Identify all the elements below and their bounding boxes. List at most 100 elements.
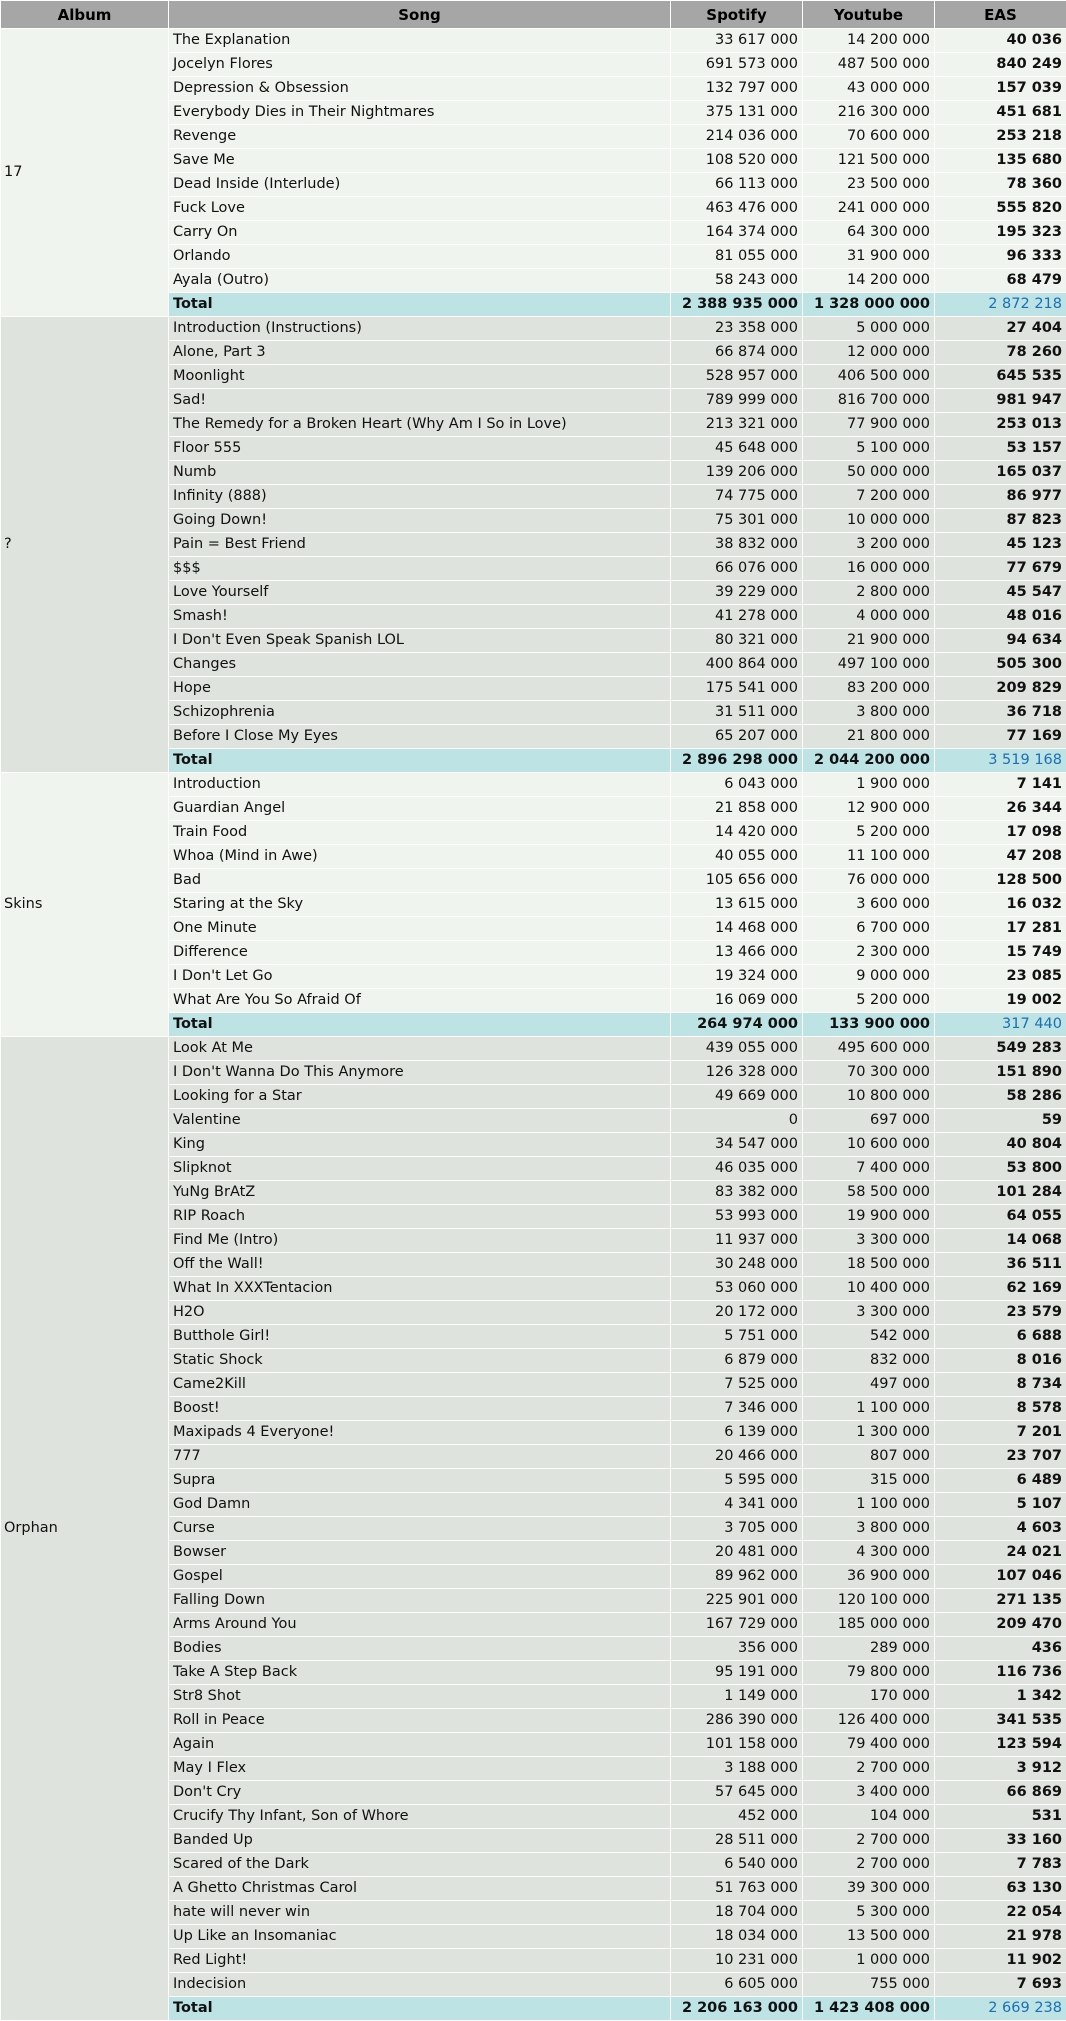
song-cell: Indecision: [169, 1973, 671, 1997]
youtube-cell: 18 500 000: [803, 1253, 935, 1277]
total-youtube-cell: 133 900 000: [803, 1013, 935, 1037]
header-youtube: Youtube: [803, 1, 935, 29]
song-cell: Maxipads 4 Everyone!: [169, 1421, 671, 1445]
eas-cell: 531: [935, 1805, 1066, 1829]
youtube-cell: 12 000 000: [803, 341, 935, 365]
eas-cell: 128 500: [935, 869, 1066, 893]
eas-cell: 59: [935, 1109, 1066, 1133]
total-eas-cell: 317 440: [935, 1013, 1066, 1037]
youtube-cell: 83 200 000: [803, 677, 935, 701]
eas-cell: 195 323: [935, 221, 1066, 245]
song-cell: Butthole Girl!: [169, 1325, 671, 1349]
spotify-cell: 89 962 000: [671, 1565, 803, 1589]
spotify-cell: 463 476 000: [671, 197, 803, 221]
spotify-cell: 286 390 000: [671, 1709, 803, 1733]
song-cell: Revenge: [169, 125, 671, 149]
spotify-cell: 691 573 000: [671, 53, 803, 77]
spotify-cell: 46 035 000: [671, 1157, 803, 1181]
eas-cell: 505 300: [935, 653, 1066, 677]
total-song-cell: Total: [169, 293, 671, 317]
song-cell: Find Me (Intro): [169, 1229, 671, 1253]
youtube-cell: 14 200 000: [803, 29, 935, 53]
youtube-cell: 2 700 000: [803, 1829, 935, 1853]
youtube-cell: 77 900 000: [803, 413, 935, 437]
header-album: Album: [1, 1, 169, 29]
song-cell: Numb: [169, 461, 671, 485]
song-cell: Look At Me: [169, 1037, 671, 1061]
eas-cell: 555 820: [935, 197, 1066, 221]
youtube-cell: 36 900 000: [803, 1565, 935, 1589]
total-song-cell: Total: [169, 749, 671, 773]
spotify-cell: 439 055 000: [671, 1037, 803, 1061]
header-eas: EAS: [935, 1, 1066, 29]
spotify-cell: 53 993 000: [671, 1205, 803, 1229]
youtube-cell: 3 300 000: [803, 1229, 935, 1253]
eas-cell: 7 201: [935, 1421, 1066, 1445]
eas-cell: 40 804: [935, 1133, 1066, 1157]
youtube-cell: 4 300 000: [803, 1541, 935, 1565]
youtube-cell: 9 000 000: [803, 965, 935, 989]
spotify-cell: 20 172 000: [671, 1301, 803, 1325]
spotify-cell: 6 043 000: [671, 773, 803, 797]
spotify-cell: 66 076 000: [671, 557, 803, 581]
eas-cell: 6 489: [935, 1469, 1066, 1493]
youtube-cell: 7 400 000: [803, 1157, 935, 1181]
youtube-cell: 2 700 000: [803, 1757, 935, 1781]
eas-cell: 14 068: [935, 1229, 1066, 1253]
song-cell: Looking for a Star: [169, 1085, 671, 1109]
spotify-cell: 175 541 000: [671, 677, 803, 701]
eas-cell: 62 169: [935, 1277, 1066, 1301]
song-cell: The Remedy for a Broken Heart (Why Am I …: [169, 413, 671, 437]
eas-cell: 271 135: [935, 1589, 1066, 1613]
song-cell: Dead Inside (Interlude): [169, 173, 671, 197]
spotify-cell: 21 858 000: [671, 797, 803, 821]
youtube-cell: 21 900 000: [803, 629, 935, 653]
youtube-cell: 497 100 000: [803, 653, 935, 677]
spotify-cell: 1 149 000: [671, 1685, 803, 1709]
song-cell: Going Down!: [169, 509, 671, 533]
eas-cell: 7 141: [935, 773, 1066, 797]
eas-cell: 78 360: [935, 173, 1066, 197]
spotify-cell: 789 999 000: [671, 389, 803, 413]
eas-cell: 135 680: [935, 149, 1066, 173]
youtube-cell: 10 800 000: [803, 1085, 935, 1109]
eas-cell: 209 829: [935, 677, 1066, 701]
eas-cell: 5 107: [935, 1493, 1066, 1517]
eas-cell: 1 342: [935, 1685, 1066, 1709]
spotify-cell: 4 341 000: [671, 1493, 803, 1517]
spotify-cell: 38 832 000: [671, 533, 803, 557]
youtube-cell: 315 000: [803, 1469, 935, 1493]
spotify-cell: 83 382 000: [671, 1181, 803, 1205]
eas-cell: 22 054: [935, 1901, 1066, 1925]
youtube-cell: 58 500 000: [803, 1181, 935, 1205]
total-eas-cell: 2 669 238: [935, 1997, 1066, 2021]
spotify-cell: 225 901 000: [671, 1589, 803, 1613]
youtube-cell: 3 200 000: [803, 533, 935, 557]
youtube-cell: 79 800 000: [803, 1661, 935, 1685]
youtube-cell: 6 700 000: [803, 917, 935, 941]
album-name-cell: Skins: [1, 773, 169, 1037]
eas-cell: 48 016: [935, 605, 1066, 629]
album-name-cell: ?: [1, 317, 169, 773]
eas-cell: 981 947: [935, 389, 1066, 413]
spotify-cell: 6 540 000: [671, 1853, 803, 1877]
eas-cell: 68 479: [935, 269, 1066, 293]
youtube-cell: 5 000 000: [803, 317, 935, 341]
song-cell: Everybody Dies in Their Nightmares: [169, 101, 671, 125]
song-cell: Bodies: [169, 1637, 671, 1661]
eas-cell: 151 890: [935, 1061, 1066, 1085]
youtube-cell: 120 100 000: [803, 1589, 935, 1613]
youtube-cell: 170 000: [803, 1685, 935, 1709]
eas-cell: 7 783: [935, 1853, 1066, 1877]
spotify-cell: 30 248 000: [671, 1253, 803, 1277]
youtube-cell: 1 000 000: [803, 1949, 935, 1973]
eas-cell: 53 800: [935, 1157, 1066, 1181]
youtube-cell: 3 600 000: [803, 893, 935, 917]
youtube-cell: 3 400 000: [803, 1781, 935, 1805]
spotify-cell: 31 511 000: [671, 701, 803, 725]
song-cell: May I Flex: [169, 1757, 671, 1781]
eas-cell: 101 284: [935, 1181, 1066, 1205]
youtube-cell: 1 300 000: [803, 1421, 935, 1445]
